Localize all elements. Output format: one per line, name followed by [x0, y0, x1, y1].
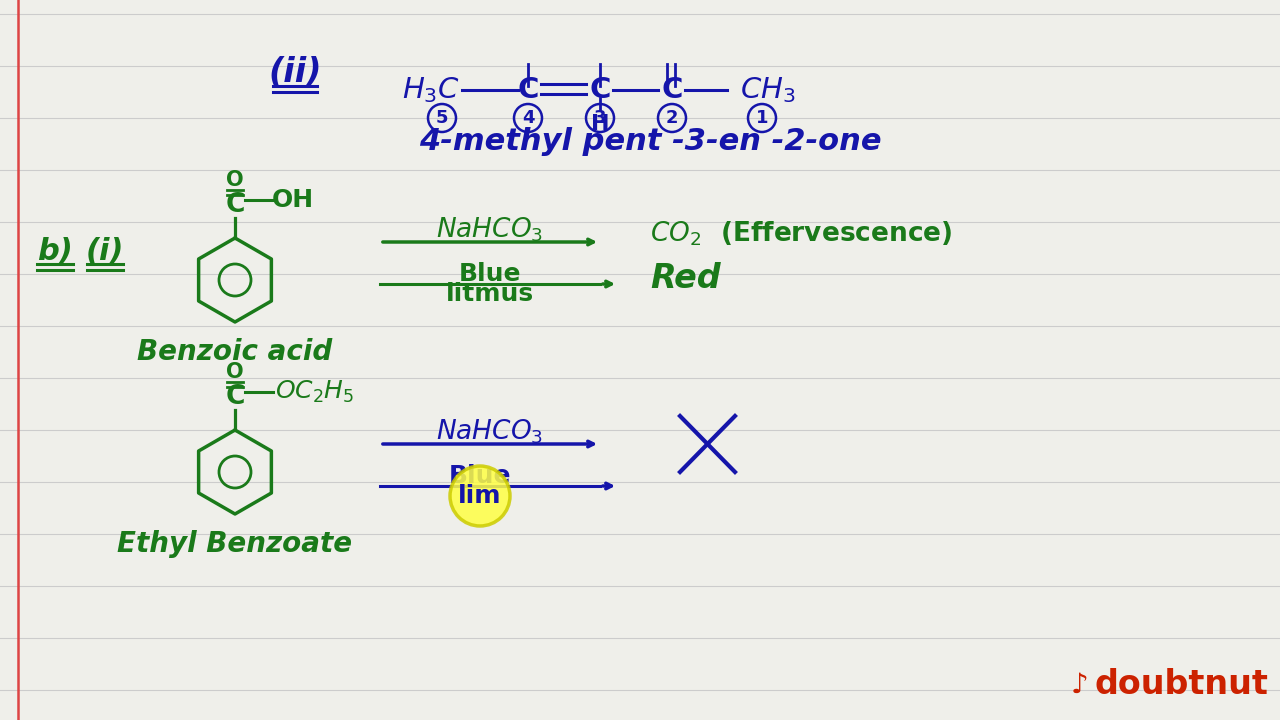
Text: 5: 5	[435, 109, 448, 127]
Circle shape	[451, 466, 509, 526]
Text: $OC_2H_5$: $OC_2H_5$	[275, 379, 355, 405]
Text: O: O	[227, 362, 243, 382]
Text: doubtnut: doubtnut	[1094, 668, 1268, 701]
Text: Blue: Blue	[449, 464, 511, 488]
Text: 2: 2	[666, 109, 678, 127]
Text: O: O	[227, 170, 243, 190]
Text: C: C	[662, 76, 682, 104]
Text: lim: lim	[458, 484, 502, 508]
Text: 1: 1	[755, 109, 768, 127]
Text: (i): (i)	[86, 238, 124, 266]
Text: litmus: litmus	[445, 282, 534, 306]
Text: (ii): (ii)	[269, 55, 321, 89]
Text: ♪: ♪	[1071, 671, 1089, 699]
Text: Red: Red	[650, 261, 721, 294]
Text: lim: lim	[458, 484, 502, 508]
Text: C: C	[517, 76, 539, 104]
Text: 4-methyl pent -3-en -2-one: 4-methyl pent -3-en -2-one	[419, 127, 881, 156]
Text: C: C	[225, 384, 244, 410]
Text: 3: 3	[594, 109, 607, 127]
Text: Benzoic acid: Benzoic acid	[137, 338, 333, 366]
Text: $NaHCO_3$: $NaHCO_3$	[436, 216, 544, 244]
Text: $H_3C$: $H_3C$	[402, 75, 460, 105]
Text: H: H	[591, 114, 609, 134]
Text: $CO_2$  (Effervescence): $CO_2$ (Effervescence)	[650, 220, 952, 248]
Text: Ethyl Benzoate: Ethyl Benzoate	[118, 530, 352, 558]
Text: C: C	[589, 76, 611, 104]
Text: Blue: Blue	[458, 262, 521, 286]
Text: 4: 4	[522, 109, 534, 127]
Text: $NaHCO_3$: $NaHCO_3$	[436, 418, 544, 446]
Text: C: C	[225, 192, 244, 218]
Text: OH: OH	[271, 188, 314, 212]
Text: $CH_3$: $CH_3$	[740, 75, 796, 105]
Text: b): b)	[37, 238, 73, 266]
